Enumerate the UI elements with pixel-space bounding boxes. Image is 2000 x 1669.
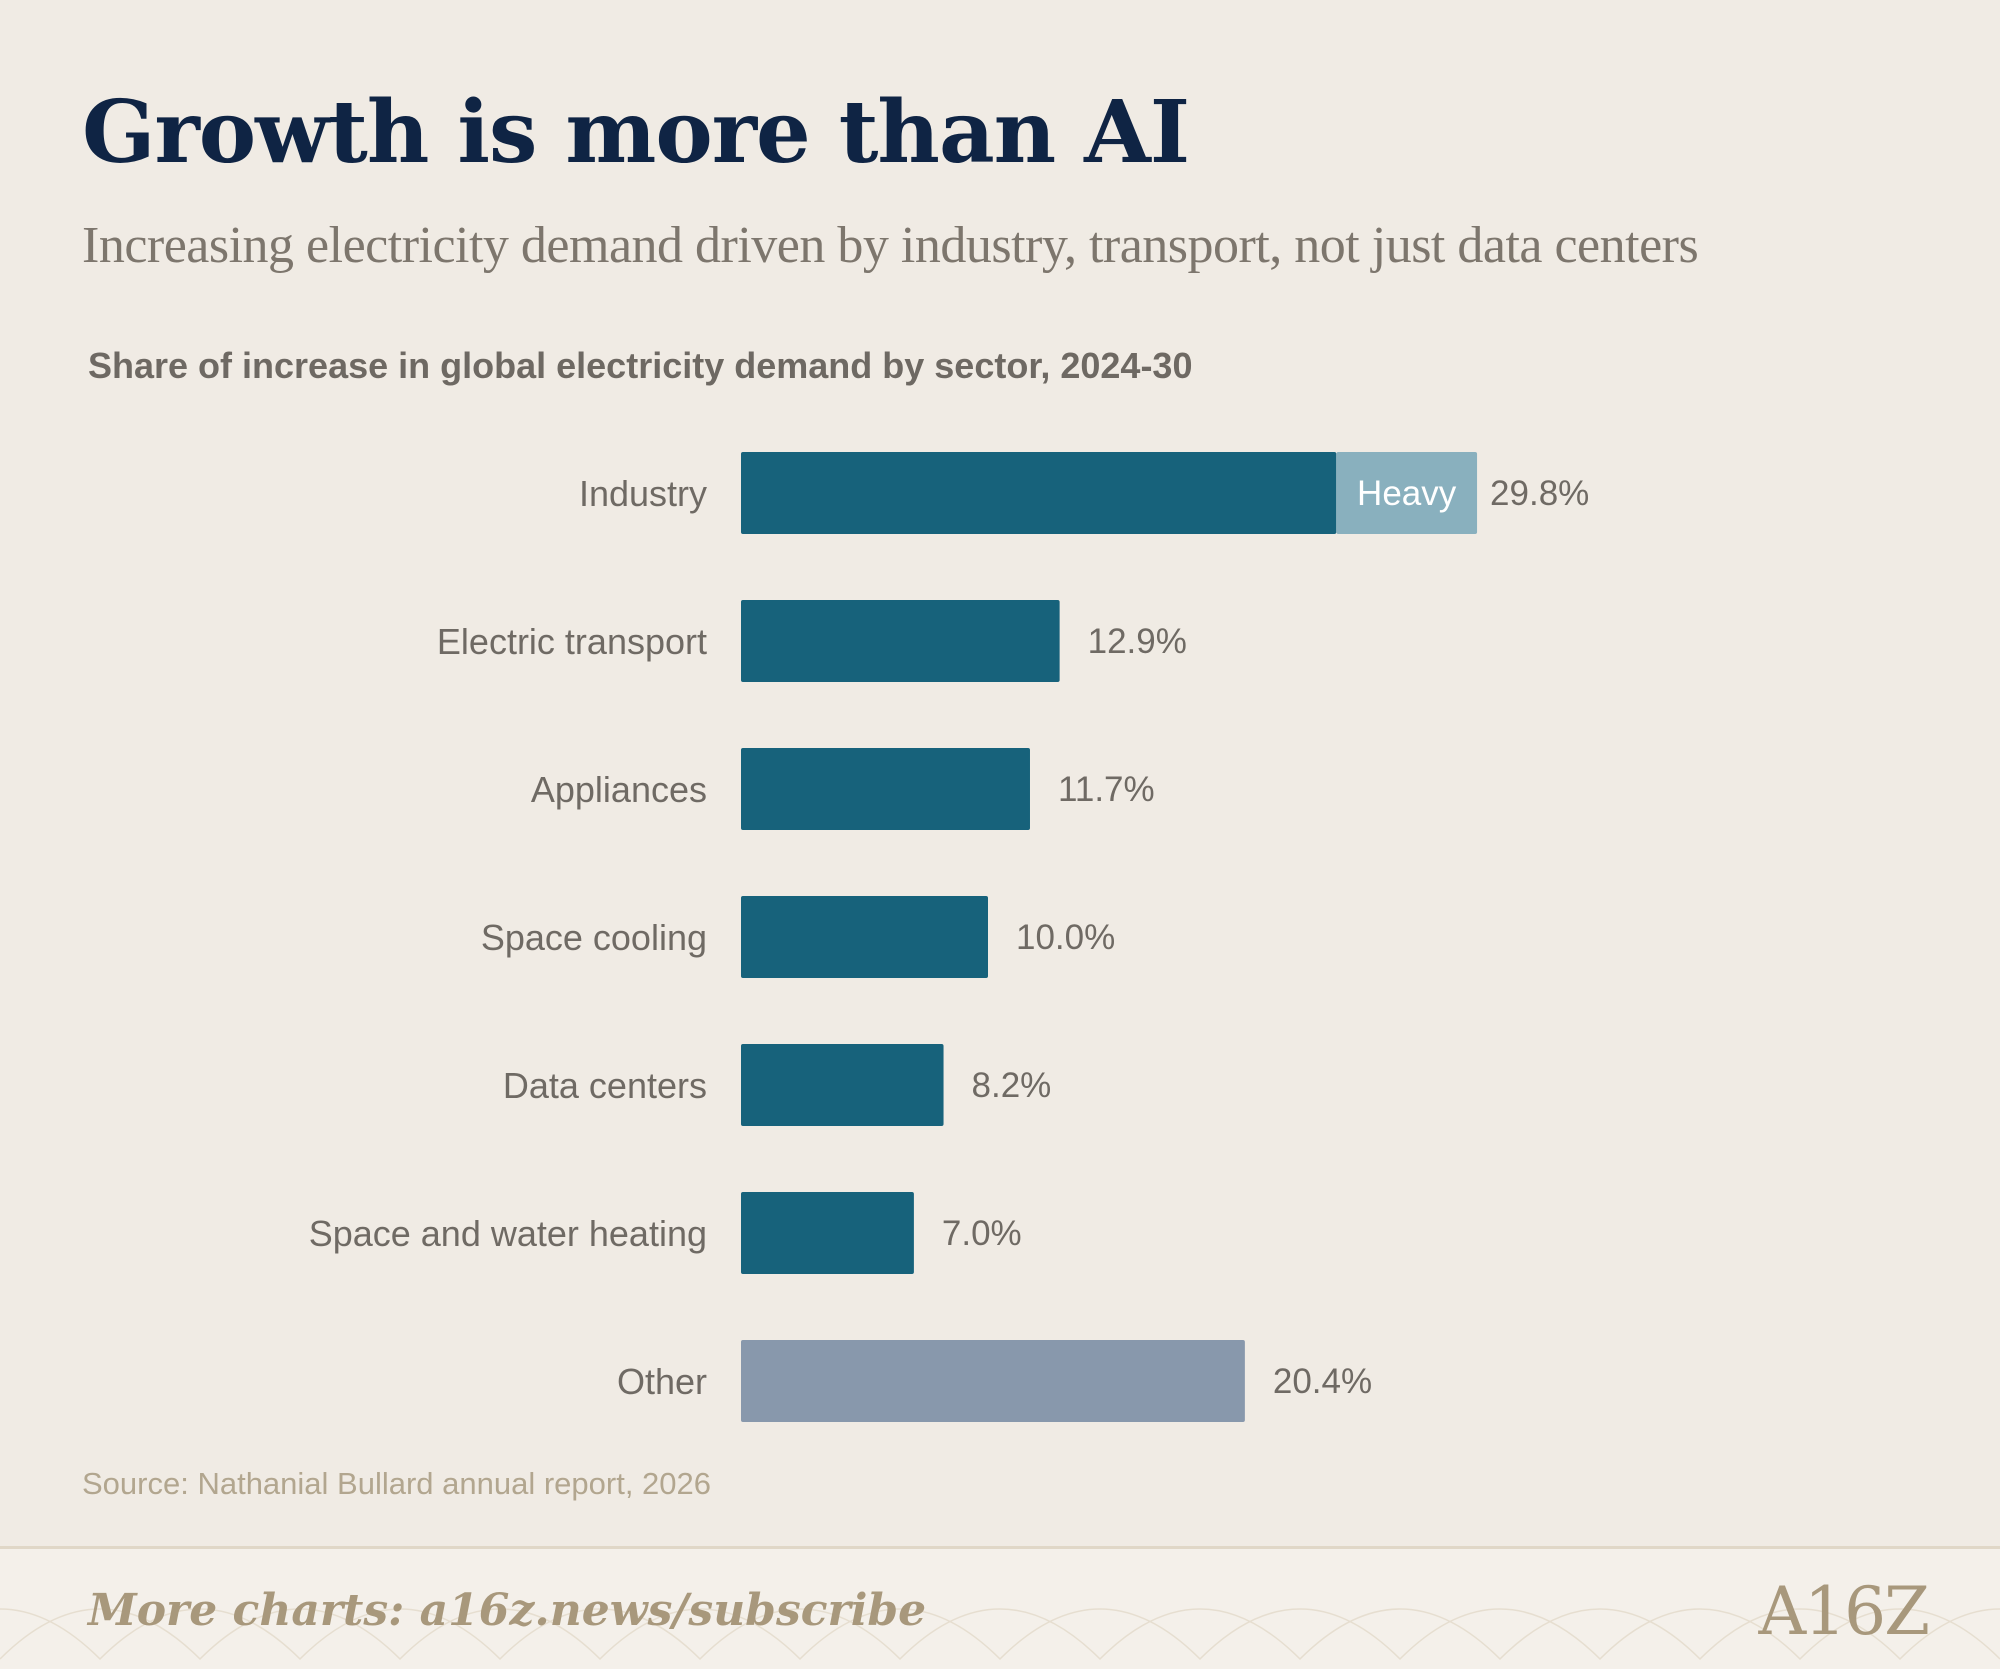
value-label-space-and-water-heating: 7.0%	[942, 1214, 1022, 1253]
category-label-appliances: Appliances	[531, 769, 707, 810]
bar-industry-segment-base	[741, 452, 1337, 534]
page-subtitle: Increasing electricity demand driven by …	[82, 217, 1699, 274]
category-label-space-cooling: Space cooling	[481, 917, 707, 958]
category-label-industry: Industry	[579, 473, 707, 514]
chart-title: Share of increase in global electricity …	[88, 345, 1193, 386]
segment-label-heavy: Heavy	[1357, 474, 1457, 513]
bar-space-and-water-heating	[741, 1192, 914, 1274]
subscribe-link[interactable]: More charts: a16z.news/subscribe	[88, 1585, 927, 1636]
footer-pattern	[0, 1608, 2000, 1661]
category-label-data-centers: Data centers	[503, 1065, 707, 1106]
category-label-other: Other	[617, 1361, 707, 1402]
value-label-other: 20.4%	[1273, 1362, 1372, 1401]
value-label-industry: 29.8%	[1490, 474, 1589, 513]
bar-space-cooling	[741, 896, 988, 978]
a16z-logo: A16Z	[1758, 1573, 1930, 1650]
value-label-electric-transport: 12.9%	[1088, 622, 1187, 661]
bar-chart: Heavy Industry 29.8% Electric transport 12.9…	[309, 452, 1589, 1422]
value-label-space-cooling: 10.0%	[1016, 918, 1115, 957]
value-label-appliances: 11.7%	[1058, 770, 1155, 809]
page-title: Growth is more than AI	[82, 82, 1190, 183]
category-label-electric-transport: Electric transport	[437, 621, 707, 662]
bar-appliances	[741, 748, 1030, 830]
source-note: Source: Nathanial Bullard annual report,…	[82, 1466, 712, 1501]
bar-data-centers	[741, 1044, 944, 1126]
category-label-space-and-water-heating: Space and water heating	[309, 1213, 707, 1254]
bar-other	[741, 1340, 1245, 1422]
bar-electric-transport	[741, 600, 1060, 682]
bar-industry-segment-heavy	[1336, 452, 1478, 534]
value-label-data-centers: 8.2%	[972, 1066, 1052, 1105]
footer: More charts: a16z.news/subscribe A16Z	[0, 1546, 2000, 1669]
